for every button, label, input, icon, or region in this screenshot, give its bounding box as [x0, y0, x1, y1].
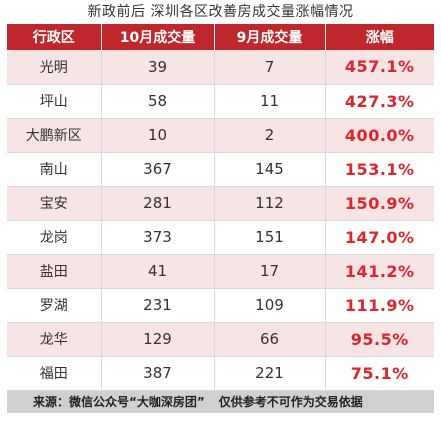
header-growth: 涨幅 — [325, 24, 434, 50]
cell-growth: 75.1% — [325, 356, 434, 391]
cell-sep-volume: 11 — [214, 84, 326, 119]
cell-district: 福田 — [7, 356, 102, 391]
cell-oct-volume: 58 — [101, 84, 215, 119]
footer-disclaimer: 仅供参考不可作为交易依据 — [218, 394, 363, 409]
footer-note: 来源：微信公众号“大咖深房团” 仅供参考不可作为交易依据 — [7, 390, 434, 413]
cell-district: 盐田 — [7, 254, 102, 289]
cell-district: 龙岗 — [7, 220, 102, 255]
cell-sep-volume: 66 — [214, 322, 326, 357]
cell-sep-volume: 151 — [214, 220, 326, 255]
cell-district: 光明 — [7, 50, 102, 85]
table-row: 龙岗 373 151 147.0% — [7, 220, 434, 255]
cell-growth: 141.2% — [325, 254, 434, 289]
cell-sep-volume: 109 — [214, 288, 326, 323]
table-row: 大鹏新区 10 2 400.0% — [7, 118, 434, 153]
cell-district: 宝安 — [7, 186, 102, 221]
table-row: 光明 39 7 457.1% — [7, 50, 434, 85]
cell-oct-volume: 373 — [101, 220, 215, 255]
header-oct-volume: 10月成交量 — [101, 24, 215, 50]
cell-district: 大鹏新区 — [7, 118, 102, 153]
footer-source: 来源：微信公众号“大咖深房团” — [33, 394, 205, 409]
cell-sep-volume: 17 — [214, 254, 326, 289]
cell-growth: 111.9% — [325, 288, 434, 323]
table-row: 坪山 58 11 427.3% — [7, 84, 434, 119]
table-body: 光明 39 7 457.1% 坪山 58 11 427.3% 大鹏新区 10 2 400.0% 南山 36… — [7, 50, 434, 391]
table-row: 龙华 129 66 95.5% — [7, 322, 434, 357]
table-title: 新政前后 深圳各区改善房成交量涨幅情况 — [87, 4, 354, 20]
table-card: 新政前后 深圳各区改善房成交量涨幅情况 行政区 10月成交量 9月成交量 涨幅 … — [7, 0, 434, 424]
cell-oct-volume: 39 — [101, 50, 215, 85]
cell-district: 坪山 — [7, 84, 102, 119]
cell-growth: 147.0% — [325, 220, 434, 255]
data-table: 行政区 10月成交量 9月成交量 涨幅 光明 39 7 457.1% 坪山 58 11 427… — [7, 24, 434, 391]
cell-district: 罗湖 — [7, 288, 102, 323]
header-row: 行政区 10月成交量 9月成交量 涨幅 — [7, 24, 434, 50]
table-row: 宝安 281 112 150.9% — [7, 186, 434, 221]
cell-oct-volume: 281 — [101, 186, 215, 221]
header-sep-volume: 9月成交量 — [214, 24, 326, 50]
cell-sep-volume: 7 — [214, 50, 326, 85]
cell-growth: 150.9% — [325, 186, 434, 221]
cell-sep-volume: 112 — [214, 186, 326, 221]
cell-district: 南山 — [7, 152, 102, 187]
cell-oct-volume: 231 — [101, 288, 215, 323]
table-row: 罗湖 231 109 111.9% — [7, 288, 434, 323]
cell-growth: 457.1% — [325, 50, 434, 85]
cell-sep-volume: 221 — [214, 356, 326, 391]
table-row: 南山 367 145 153.1% — [7, 152, 434, 187]
cell-oct-volume: 367 — [101, 152, 215, 187]
cell-growth: 400.0% — [325, 118, 434, 153]
cell-sep-volume: 2 — [214, 118, 326, 153]
cell-oct-volume: 387 — [101, 356, 215, 391]
cell-district: 龙华 — [7, 322, 102, 357]
cell-sep-volume: 145 — [214, 152, 326, 187]
table-row: 盐田 41 17 141.2% — [7, 254, 434, 289]
cell-oct-volume: 129 — [101, 322, 215, 357]
cell-oct-volume: 41 — [101, 254, 215, 289]
cell-growth: 95.5% — [325, 322, 434, 357]
header-district: 行政区 — [7, 24, 102, 50]
cell-growth: 427.3% — [325, 84, 434, 119]
cell-growth: 153.1% — [325, 152, 434, 187]
cell-oct-volume: 10 — [101, 118, 215, 153]
table-row: 福田 387 221 75.1% — [7, 356, 434, 391]
